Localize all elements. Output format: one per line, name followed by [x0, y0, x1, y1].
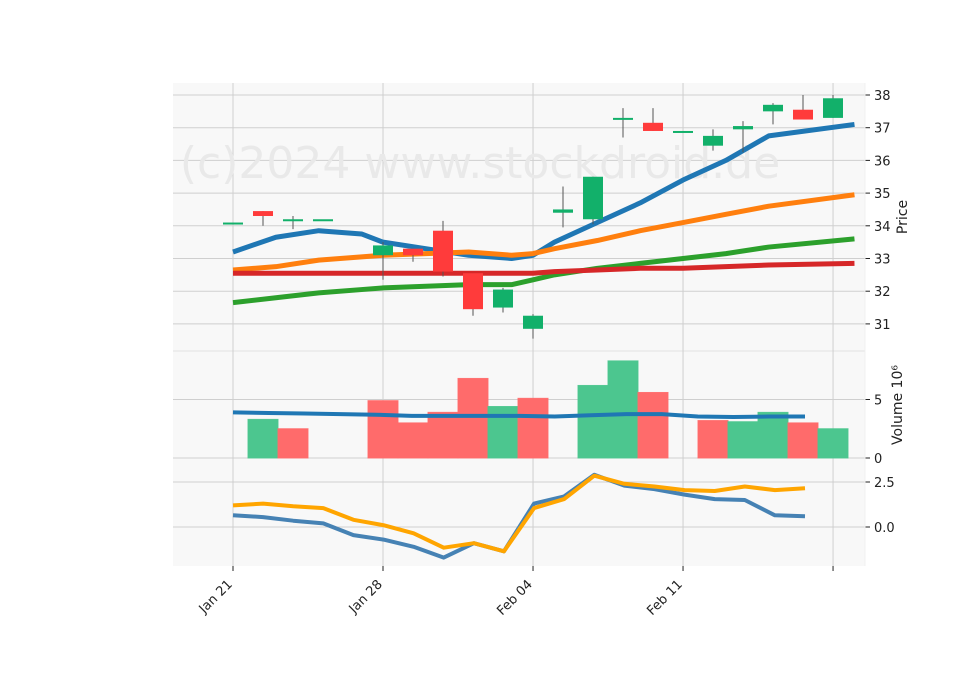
candle-body [463, 273, 483, 310]
price-tick-label: 38 [874, 89, 891, 104]
x-tick-label: Jan 28 [346, 577, 386, 617]
candle-body [643, 122, 663, 131]
price-tick-label: 37 [874, 122, 891, 137]
x-tick-label: Feb 11 [644, 577, 686, 619]
volume-bar [247, 418, 279, 459]
volume-bar [757, 411, 789, 459]
volume-bar [277, 428, 309, 459]
volume-bar [577, 384, 609, 459]
candle-body [523, 315, 543, 329]
volume-bar [787, 422, 819, 459]
price-tick-label: 33 [874, 253, 891, 268]
volume-bar [457, 377, 489, 459]
watermark: (c)2024 www.stockdroid.de [180, 138, 780, 189]
volume-tick-label: 5 [874, 394, 882, 409]
candle-body [733, 126, 753, 130]
candle-body [763, 104, 783, 112]
candle-body [493, 289, 513, 308]
candle-body [793, 109, 813, 120]
price-tick-label: 31 [874, 318, 891, 333]
candle-body [373, 245, 393, 256]
moving-average-line [232, 192, 855, 273]
price-tick-label: 32 [874, 285, 891, 300]
candle-body [223, 222, 243, 225]
candle-body [703, 135, 723, 146]
candle-body [403, 248, 423, 256]
moving-average-line [232, 236, 855, 306]
volume-bar [397, 422, 429, 459]
x-tick-label: Jan 21 [196, 577, 236, 617]
macd-panel [173, 458, 865, 566]
price-tick-label: 34 [874, 220, 891, 235]
volume-bar [697, 420, 729, 459]
candle-body [823, 98, 843, 118]
volume-bar [427, 411, 459, 459]
candle-body [253, 211, 273, 216]
candle-body [433, 230, 453, 272]
price-tick-label: 36 [874, 154, 891, 169]
volume-bar [727, 421, 759, 459]
macd-signal-line [232, 473, 806, 554]
volume-bar [607, 360, 639, 459]
candle-body [553, 209, 573, 213]
candle-body [613, 117, 633, 120]
volume-bar [817, 428, 849, 459]
moving-average-line [233, 260, 855, 276]
volume-bar [637, 391, 669, 459]
price-tick-label: 35 [874, 187, 891, 202]
candle-body [583, 176, 603, 220]
candle-body [673, 130, 693, 133]
candle-body [283, 219, 303, 222]
volume-ma-line [232, 410, 805, 420]
macd-tick-label: 2.5 [874, 476, 895, 491]
volume-tick-label: 0 [874, 452, 882, 467]
candle-body [313, 219, 333, 222]
price-panel [173, 83, 865, 351]
x-tick-label: Feb 04 [494, 577, 536, 619]
volume-bar [367, 400, 399, 459]
price-axis-label: Price [895, 200, 911, 234]
volume-axis-label: Volume 10⁶ [890, 365, 906, 445]
volume-bar [517, 397, 549, 459]
macd-tick-label: 0.0 [874, 521, 895, 536]
